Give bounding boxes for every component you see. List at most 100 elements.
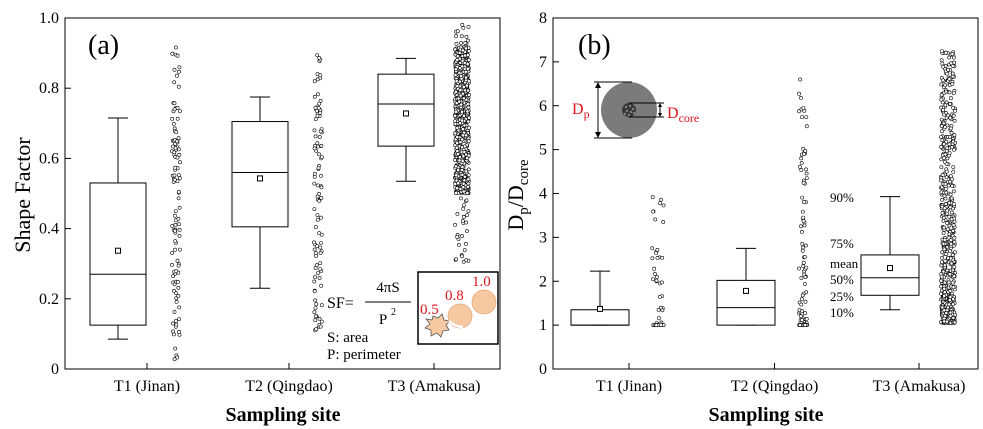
data-point <box>312 310 317 315</box>
ylabel-sep: /D <box>503 185 528 207</box>
data-point <box>459 102 464 107</box>
data-point <box>454 109 459 114</box>
legend-p50: 50% <box>830 272 854 287</box>
data-point <box>464 34 469 39</box>
data-point <box>798 323 802 328</box>
data-point <box>950 52 955 56</box>
data-point <box>947 77 952 81</box>
data-point <box>466 49 471 53</box>
data-point <box>801 146 806 151</box>
data-point <box>464 83 469 88</box>
data-point <box>803 299 808 304</box>
data-point <box>797 91 802 96</box>
data-point <box>804 171 809 176</box>
data-point <box>465 213 469 218</box>
data-point <box>176 294 181 298</box>
data-point <box>948 205 953 210</box>
box-plot <box>716 247 776 326</box>
data-point <box>459 196 463 201</box>
data-point <box>455 84 460 88</box>
data-point <box>453 47 458 52</box>
sf-formula-denominator: P <box>379 312 387 328</box>
y-tick-label: 0.2 <box>39 291 59 308</box>
data-point <box>461 133 466 138</box>
data-point <box>942 293 947 298</box>
data-point <box>312 146 317 151</box>
data-point <box>457 50 462 55</box>
data-point <box>312 289 317 294</box>
data-point <box>458 187 463 191</box>
data-point <box>948 256 953 261</box>
data-point <box>947 200 952 205</box>
data-point <box>951 139 956 144</box>
data-point <box>798 77 803 82</box>
data-point <box>460 172 465 177</box>
data-point <box>172 213 177 218</box>
data-point <box>466 177 471 182</box>
dcore-label-main: D <box>667 105 679 122</box>
data-point <box>650 195 655 200</box>
data-point <box>939 105 944 110</box>
data-point <box>465 229 469 233</box>
data-point <box>939 97 944 102</box>
x-tick-label: T3 (Amakusa) <box>388 378 481 395</box>
data-point <box>460 145 464 150</box>
data-point <box>172 101 177 106</box>
box-mean-marker <box>597 305 603 312</box>
data-point <box>804 316 809 321</box>
data-point <box>466 88 471 93</box>
dp-label-sub: p <box>584 107 590 121</box>
box-mean-marker <box>115 247 121 254</box>
y-tick-label: 1.0 <box>39 10 59 27</box>
data-point <box>466 139 471 144</box>
data-point <box>172 357 177 362</box>
data-point <box>313 117 318 122</box>
box-iqr <box>570 309 630 326</box>
data-point <box>318 251 323 255</box>
data-point <box>940 172 945 177</box>
panel-a-scatter <box>170 22 471 362</box>
data-point <box>176 189 181 194</box>
data-point <box>316 92 320 97</box>
data-point <box>949 210 954 215</box>
data-point <box>460 254 464 259</box>
data-point <box>948 126 953 131</box>
data-point <box>947 55 952 60</box>
panel-a-y-ticks: 0 0.2 0.4 0.6 0.8 1.0 <box>39 10 71 378</box>
data-point <box>312 207 317 212</box>
particle-round-icon <box>471 289 497 315</box>
data-point <box>801 264 806 269</box>
box-plot <box>570 270 630 326</box>
legend-p10: 10% <box>830 305 854 320</box>
data-point <box>460 64 465 69</box>
sf-inset-box: 0.5 0.8 1.0 <box>417 271 499 345</box>
data-point <box>661 203 666 208</box>
data-point <box>464 258 469 263</box>
data-point <box>461 85 466 89</box>
data-point <box>461 189 466 194</box>
y-tick-label: 8 <box>539 10 547 27</box>
data-point <box>797 266 802 271</box>
data-point <box>940 204 945 209</box>
data-point <box>953 109 957 113</box>
data-point <box>943 201 948 206</box>
data-point <box>948 115 953 120</box>
data-point <box>464 198 469 203</box>
data-point <box>171 144 175 149</box>
data-point <box>941 269 946 274</box>
data-point <box>654 251 659 255</box>
data-point <box>460 234 464 238</box>
core-shell-inset: Dp Dcore <box>572 81 699 139</box>
data-point <box>655 255 660 260</box>
data-point <box>653 217 658 222</box>
data-point <box>175 105 180 110</box>
data-point <box>944 148 949 153</box>
data-point <box>315 244 320 249</box>
data-point <box>944 252 949 257</box>
panel-b-y-axis-label-text: Dp/Dcore <box>503 159 532 231</box>
x-tick-label: T2 (Qingdao) <box>245 378 333 395</box>
data-point <box>177 247 182 252</box>
data-point <box>312 247 317 252</box>
data-point <box>170 262 174 267</box>
data-point <box>950 82 955 86</box>
